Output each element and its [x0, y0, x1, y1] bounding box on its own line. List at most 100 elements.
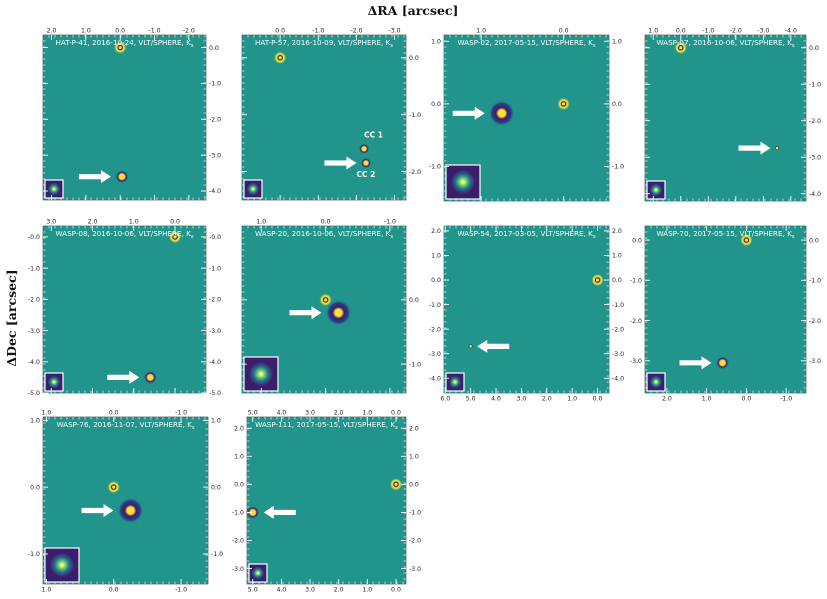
y-tick-label: 0.0	[809, 237, 819, 244]
panel-noise	[645, 35, 806, 201]
x-tick-label: -2.0	[730, 28, 742, 35]
panel: WASP-07, 2016-10-06, VLT/SPHERE, Ks 1.0 0.…	[644, 28, 821, 202]
y-tick-label: -2.0	[209, 116, 221, 123]
pointer-arrow	[324, 156, 357, 170]
y-tick-label: -1.0	[612, 302, 624, 309]
panel: WASP-70, 2017-05-15, VLT/SPHERE, Ks 2.0 1.…	[630, 225, 821, 403]
y-tick-label: 0.0	[632, 237, 642, 244]
host-star-core	[278, 56, 282, 60]
y-tick-label: -0.0	[209, 234, 221, 241]
y-tick-label: -1.0	[630, 278, 642, 285]
psf-inset-star	[649, 183, 663, 197]
minor-ticks	[645, 226, 806, 393]
x-tick-label: 4.0	[276, 587, 286, 594]
minor-ticks	[43, 226, 206, 393]
x-tick-label: -1.0	[148, 28, 160, 35]
panel-noise	[242, 35, 406, 200]
psf-inset-star	[251, 566, 265, 580]
y-tick-label: 0.0	[211, 484, 221, 491]
panel-title: WASP-111, 2017-05-15, VLT/SPHERE, Ks	[255, 420, 398, 431]
y-tick-label: -4.0	[209, 188, 221, 195]
x-tick-label: 3.0	[305, 410, 315, 417]
psf-inset-star	[448, 375, 462, 389]
x-tick-label: 1.0	[129, 219, 139, 226]
y-tick-label: 1.0	[409, 453, 419, 460]
y-tick-label: -4.0	[809, 191, 821, 198]
companion-core	[334, 309, 343, 317]
psf-inset-star	[246, 182, 260, 196]
host-star-core	[118, 45, 122, 50]
host-star-core	[112, 485, 116, 489]
panel-noise	[43, 226, 206, 393]
minor-ticks	[645, 35, 806, 201]
x-tick-label: -3.0	[389, 28, 401, 35]
y-tick-label: 1.0	[431, 253, 441, 260]
y-tick-label: -2.0	[809, 318, 821, 325]
y-tick-label: -2.0	[209, 297, 221, 304]
x-tick-label: 0.0	[593, 396, 603, 403]
y-tick-label: 2.0	[431, 228, 441, 235]
y-tick-label: -3.0	[232, 566, 244, 573]
panel: WASP-54, 2017-03-05, VLT/SPHERE, Ks 6.0 5.…	[429, 225, 624, 403]
y-tick-label: -2.0	[809, 118, 821, 125]
y-tick-label: -3.0	[209, 152, 221, 159]
y-tick-label: -1.0	[409, 112, 421, 119]
y-tick-label: 0.0	[409, 55, 419, 62]
host-star-core	[679, 46, 683, 50]
y-tick-label: -3.0	[409, 566, 421, 573]
x-tick-label: 1.0	[362, 587, 372, 594]
x-tick-label: 4.0	[491, 396, 501, 403]
companion-core	[126, 506, 135, 515]
pointer-arrow	[679, 356, 712, 370]
y-tick-label: 0.0	[612, 277, 622, 284]
host-star-core	[562, 102, 566, 106]
host-star-core	[324, 298, 328, 302]
x-tick-label: -1.0	[175, 410, 187, 417]
y-tick-label: -1.0	[209, 81, 221, 88]
x-tick-label: 0.0	[391, 587, 401, 594]
y-tick-label: 1.0	[612, 38, 622, 45]
companion-core	[148, 375, 153, 380]
x-tick-label: 0.0	[170, 219, 180, 226]
x-tick-label: -2.0	[350, 28, 362, 35]
companion-core	[498, 109, 506, 117]
panel-title: HAT-P-41, 2016-10-24, VLT/SPHERE, Ks	[55, 38, 193, 49]
y-tick-label: -3.0	[809, 358, 821, 365]
x-tick-label: 0.0	[676, 28, 686, 35]
pointer-arrow	[289, 306, 322, 320]
x-tick-label: 0.0	[559, 28, 569, 35]
panel: WASP-76, 2016-11-07, VLT/SPHERE, Ks1.01.…	[28, 410, 223, 594]
panel: WASP-08, 2016-10-06, VLT/SPHERE, Ks 3.0 2.…	[28, 219, 221, 398]
panel-title: WASP-70, 2017-05-15, VLT/SPHERE, Ks	[656, 229, 794, 240]
x-tick-label: -4.0	[785, 28, 797, 35]
y-tick-label: -1.0	[429, 302, 441, 309]
y-tick-label: -5.0	[209, 390, 221, 397]
pointer-arrow	[477, 339, 510, 353]
host-star-core	[595, 278, 600, 282]
companion-core	[469, 345, 472, 348]
y-tick-label: -1.0	[809, 278, 821, 285]
y-tick-label: 1.0	[234, 453, 244, 460]
panel-title: HAT-P-57, 2016-10-09, VLT/SPHERE, Ks	[255, 38, 393, 49]
y-tick-label: -1.0	[612, 164, 624, 171]
y-tick-label: 0.0	[409, 297, 419, 304]
panel-title: WASP-76, 2016-11-07, VLT/SPHERE, Ks	[56, 420, 194, 431]
pointer-arrow	[263, 505, 296, 519]
panel: WASP-20, 2016-10-06, VLT/SPHERE, Ks 1.0 0.…	[241, 219, 421, 394]
x-tick-label: 2.0	[542, 396, 552, 403]
x-tick-label: 2.0	[47, 28, 57, 35]
x-tick-label: 2.0	[334, 587, 344, 594]
y-tick-label: 0.0	[431, 277, 441, 284]
x-tick-label: 6.0	[440, 396, 450, 403]
companion-label: CC 2	[357, 170, 376, 179]
psf-inset-star	[47, 182, 61, 196]
pointer-arrow	[78, 170, 111, 184]
y-tick-label: -2.0	[630, 318, 642, 325]
x-tick-label: 2.0	[88, 219, 98, 226]
panel: HAT-P-41, 2016-10-24, VLT/SPHERE, Ks 2.0 1…	[42, 28, 221, 201]
y-tick-label: -1.0	[28, 551, 40, 558]
y-tick-label: -2.0	[409, 538, 421, 545]
y-tick-label: -4.0	[28, 359, 40, 366]
x-tick-label: 4.0	[276, 410, 286, 417]
